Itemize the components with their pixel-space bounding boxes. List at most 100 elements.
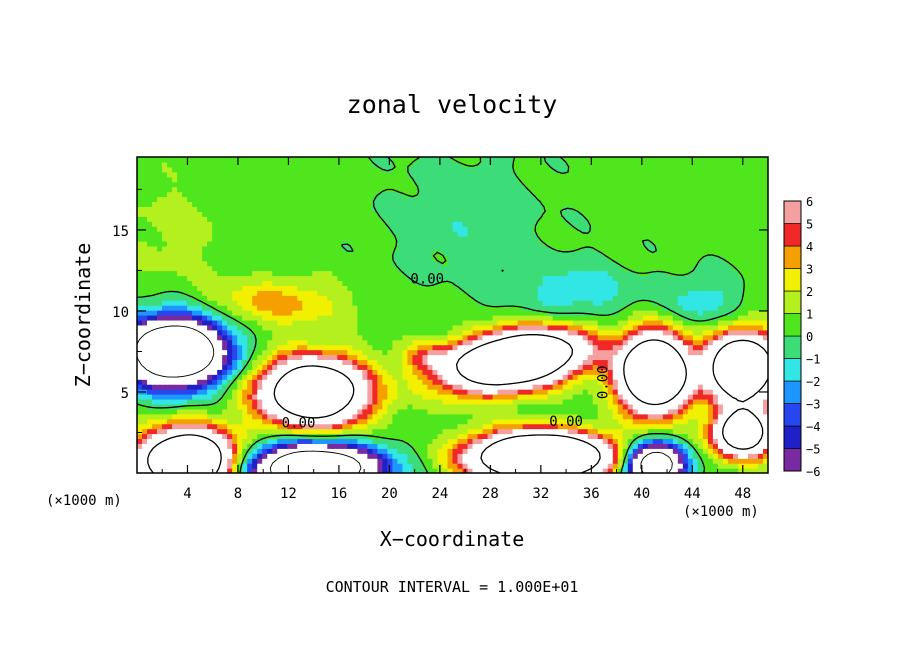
heatmap-cell: [687, 324, 694, 331]
heatmap-cell: [237, 290, 243, 296]
heatmap-cell: [532, 389, 539, 395]
heatmap-cell: [192, 324, 198, 331]
heatmap-cell: [392, 290, 399, 296]
heatmap-cell: [302, 458, 308, 464]
heatmap-cell: [387, 443, 394, 449]
heatmap-cell: [447, 354, 454, 361]
heatmap-cell: [532, 324, 539, 331]
heatmap-cell: [467, 394, 474, 400]
heatmap-cell: [747, 389, 754, 395]
heatmap-cell: [147, 310, 153, 316]
heatmap-cell: [402, 453, 409, 459]
heatmap-cell: [627, 280, 634, 286]
heatmap-cell: [177, 364, 183, 370]
heatmap-cell: [267, 448, 273, 454]
heatmap-cell: [637, 418, 644, 425]
heatmap-cell: [422, 364, 429, 370]
heatmap-cell: [317, 418, 323, 425]
heatmap-cell: [717, 349, 724, 356]
heatmap-cell: [757, 349, 764, 356]
heatmap-cell: [507, 453, 514, 459]
heatmap-cell: [582, 463, 589, 469]
heatmap-cell: [647, 349, 654, 356]
heatmap-cell: [222, 344, 228, 351]
heatmap-cell: [552, 359, 559, 365]
heatmap-cell: [242, 359, 248, 365]
heatmap-cell: [622, 359, 629, 365]
heatmap-cell: [677, 319, 684, 326]
heatmap-cell: [257, 448, 263, 454]
heatmap-cell: [702, 349, 709, 356]
heatmap-cell: [527, 433, 534, 440]
heatmap-cell: [372, 468, 378, 473]
heatmap-cell: [712, 369, 719, 375]
heatmap-cell: [457, 300, 464, 306]
heatmap-cell: [532, 339, 539, 346]
heatmap-cell: [387, 423, 394, 430]
heatmap-cell: [402, 389, 409, 395]
heatmap-cell: [552, 324, 559, 331]
heatmap-cell: [672, 394, 679, 400]
heatmap-cell: [147, 329, 153, 336]
heatmap-cell: [582, 334, 589, 341]
heatmap-cell: [472, 310, 479, 316]
heatmap-cell: [312, 438, 318, 444]
heatmap-cell: [517, 334, 524, 341]
heatmap-cell: [607, 295, 614, 301]
heatmap-cell: [152, 319, 158, 326]
heatmap-cell: [707, 305, 714, 311]
heatmap-cell: [707, 379, 714, 385]
heatmap-cell: [267, 468, 273, 473]
heatmap-cell: [687, 443, 694, 449]
heatmap-cell: [742, 423, 749, 430]
heatmap-cell: [707, 413, 714, 420]
heatmap-cell: [287, 379, 293, 385]
heatmap-cell: [412, 369, 419, 375]
heatmap-cell: [137, 324, 143, 331]
heatmap-cell: [652, 315, 659, 321]
heatmap-cell: [532, 310, 539, 316]
heatmap-cell: [747, 310, 754, 316]
heatmap-cell: [572, 394, 579, 400]
heatmap-cell: [257, 319, 263, 326]
heatmap-cell: [497, 379, 504, 385]
heatmap-cell: [667, 384, 674, 390]
heatmap-cell: [452, 334, 459, 341]
heatmap-cell: [207, 275, 213, 282]
heatmap-cell: [732, 310, 739, 316]
heatmap-cell: [317, 423, 323, 430]
heatmap-cell: [252, 463, 258, 469]
heatmap-cell: [387, 310, 394, 316]
heatmap-cell: [317, 305, 323, 311]
heatmap-cell: [167, 423, 173, 430]
heatmap-cell: [657, 379, 664, 385]
heatmap-cell: [587, 443, 594, 449]
heatmap-cell: [142, 359, 148, 365]
heatmap-cell: [662, 319, 669, 326]
heatmap-cell: [537, 275, 544, 282]
heatmap-cell: [142, 349, 148, 356]
heatmap-cell: [282, 275, 288, 282]
heatmap-cell: [702, 315, 709, 321]
heatmap-cell: [622, 384, 629, 390]
heatmap-cell: [632, 398, 639, 405]
heatmap-cell: [692, 384, 699, 390]
heatmap-cell: [272, 443, 278, 449]
heatmap-cell: [277, 413, 283, 420]
heatmap-cell: [137, 433, 143, 440]
heatmap-cell: [512, 389, 519, 395]
heatmap-cell: [667, 389, 674, 395]
heatmap-cell: [307, 305, 313, 311]
heatmap-cell: [357, 334, 363, 341]
heatmap-cell: [282, 359, 288, 365]
heatmap-cell: [357, 418, 363, 425]
heatmap-cell: [167, 349, 173, 356]
heatmap-cell: [577, 398, 584, 405]
heatmap-cell: [392, 310, 399, 316]
heatmap-cell: [252, 280, 258, 286]
heatmap-cell: [232, 310, 238, 316]
heatmap-cell: [427, 398, 434, 405]
heatmap-cell: [262, 438, 268, 444]
heatmap-cell: [572, 443, 579, 449]
heatmap-cell: [542, 329, 549, 336]
